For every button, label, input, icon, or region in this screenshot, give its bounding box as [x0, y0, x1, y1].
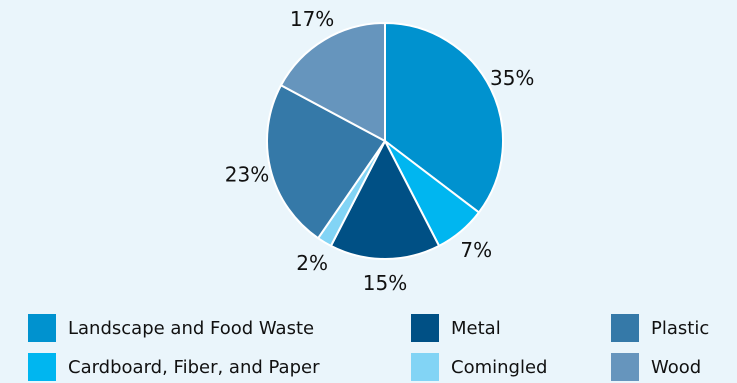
pie-value-label-landscape-and-food-waste: 35% — [490, 66, 534, 90]
pie-value-label-wood: 17% — [290, 7, 334, 31]
pie-value-labels: 35% 7% 15% 2% 23% 17% — [225, 7, 535, 295]
pie-slice-metal — [329, 140, 441, 260]
pie-value-label-comingled: 2% — [296, 251, 328, 275]
pie-slice-plastic — [266, 84, 386, 240]
pie-value-label-plastic: 23% — [225, 163, 269, 187]
pie-slice-wood — [279, 22, 386, 142]
pie-slices — [266, 22, 504, 260]
pie-value-label-metal: 15% — [363, 271, 407, 295]
pie-value-label-cardboard-fiber-and-paper: 7% — [460, 238, 492, 262]
pie-slice-landscape-and-food-waste — [384, 22, 504, 214]
